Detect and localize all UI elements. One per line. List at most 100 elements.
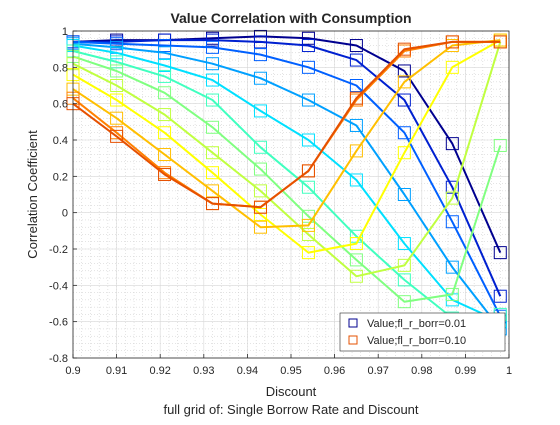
y-tick-label: -0.8 xyxy=(49,353,68,365)
data-point-7-1 xyxy=(110,79,124,92)
data-point-7-5 xyxy=(301,227,315,241)
data-point-2-4 xyxy=(253,48,267,62)
data-point-1-9 xyxy=(493,289,507,303)
legend-marker-1 xyxy=(348,335,358,345)
data-point-6-8 xyxy=(445,287,459,301)
data-point-8-4 xyxy=(253,207,267,221)
data-point-9-2 xyxy=(158,148,172,162)
y-tick-label: 0.4 xyxy=(53,135,68,147)
series-line-2 xyxy=(72,40,502,317)
data-point-11-6 xyxy=(349,91,363,105)
data-point-3-7 xyxy=(397,188,411,201)
data-point-11-2 xyxy=(158,168,172,182)
chart-caption: full grid of: Single Borrow Rate and Dis… xyxy=(163,402,418,417)
y-tick-label: -0.2 xyxy=(49,244,68,256)
tick-layer: 0.9 0.91 0.92 0.93 0.94 0.95 0.96 0.97 0.98 0.99 1… xyxy=(49,26,512,377)
data-point-9-1 xyxy=(110,111,124,125)
data-point-7-6 xyxy=(349,269,363,283)
data-point-6-9 xyxy=(493,138,507,152)
y-tick-label: 0 xyxy=(62,208,68,220)
y-tick-label: 0.6 xyxy=(53,99,68,111)
series-line-4 xyxy=(72,44,501,323)
x-axis-label: Discount xyxy=(266,384,317,399)
series-line-1 xyxy=(73,39,502,297)
data-point-3-2 xyxy=(158,46,172,60)
data-point-11-3 xyxy=(206,197,220,211)
x-tick-label: 0.93 xyxy=(193,365,214,377)
x-tick-label: 0.98 xyxy=(411,365,432,377)
x-tick-label: 1 xyxy=(506,365,512,377)
data-point-3-3 xyxy=(206,57,220,71)
data-point-9-3 xyxy=(206,184,220,198)
data-point-2-6 xyxy=(349,79,363,92)
series-line-8 xyxy=(72,39,501,254)
data-point-0-5 xyxy=(301,31,315,45)
data-point-5-7 xyxy=(397,273,411,287)
chart-title: Value Correlation with Consumption xyxy=(170,10,411,26)
data-point-6-3 xyxy=(206,120,220,134)
data-point-8-6 xyxy=(349,237,363,251)
data-point-9-4 xyxy=(253,220,267,234)
data-point-2-5 xyxy=(301,60,315,74)
data-point-3-4 xyxy=(253,71,267,85)
data-point-7-4 xyxy=(253,184,267,198)
y-tick-label: -0.6 xyxy=(49,317,68,329)
legend: Value;fl_r_borr=0.01 Value;fl_r_borr=0.1… xyxy=(339,312,506,352)
x-tick-label: 0.9 xyxy=(65,365,80,377)
data-point-8-1 xyxy=(110,93,124,107)
data-point-4-4 xyxy=(253,104,267,118)
legend-entry-1: Value;fl_r_borr=0.10 xyxy=(367,335,466,347)
data-point-8-2 xyxy=(158,126,172,140)
data-point-0-7 xyxy=(397,64,411,78)
data-point-7-8 xyxy=(445,191,459,205)
data-point-8-5 xyxy=(301,246,315,260)
series-line-7 xyxy=(72,41,502,278)
x-tick-label: 0.97 xyxy=(367,365,388,377)
data-point-2-2 xyxy=(158,39,172,53)
x-tick-label: 0.94 xyxy=(237,365,258,377)
y-axis-label: Correlation Coefficient xyxy=(25,130,40,259)
data-point-2-7 xyxy=(397,126,411,140)
series-line-9 xyxy=(72,39,501,229)
data-point-11-4 xyxy=(253,200,267,214)
data-point-6-7 xyxy=(397,295,411,309)
data-point-4-5 xyxy=(301,133,315,147)
data-point-0-9 xyxy=(493,246,507,260)
data-point-6-6 xyxy=(349,253,363,267)
x-tick-label: 0.99 xyxy=(455,365,476,377)
y-tick-label: 1 xyxy=(62,26,68,38)
data-point-4-2 xyxy=(158,59,172,73)
legend-box xyxy=(339,312,506,352)
data-point-3-8 xyxy=(445,260,459,274)
data-point-6-2 xyxy=(158,86,172,100)
data-point-6-1 xyxy=(110,64,124,78)
data-point-0-8 xyxy=(445,137,459,151)
data-point-11-5 xyxy=(301,164,315,178)
data-point-8-3 xyxy=(206,166,220,180)
data-point-11-7 xyxy=(397,42,411,56)
data-point-4-6 xyxy=(349,173,363,187)
series-layer xyxy=(66,29,507,336)
data-point-9-6 xyxy=(349,144,363,158)
data-point-1-8 xyxy=(445,180,459,194)
data-point-2-3 xyxy=(206,40,220,54)
data-point-5-3 xyxy=(206,93,220,107)
data-point-7-2 xyxy=(158,108,172,122)
x-tick-label: 0.92 xyxy=(149,365,170,377)
x-tick-label: 0.95 xyxy=(280,365,301,377)
x-tick-label: 0.91 xyxy=(106,365,127,377)
data-point-6-4 xyxy=(253,162,267,176)
data-point-0-6 xyxy=(349,39,363,53)
data-point-11-8 xyxy=(445,35,459,49)
data-point-1-3 xyxy=(206,33,220,47)
data-point-5-2 xyxy=(158,69,172,83)
data-point-2-8 xyxy=(445,215,459,229)
data-point-7-7 xyxy=(397,258,411,272)
data-point-5-5 xyxy=(301,180,315,194)
data-point-5-1 xyxy=(110,55,124,69)
data-point-11-9 xyxy=(493,35,507,49)
y-tick-label: 0.2 xyxy=(53,171,68,183)
series-line-11 xyxy=(72,40,501,209)
y-tick-label: 0.8 xyxy=(53,62,68,74)
